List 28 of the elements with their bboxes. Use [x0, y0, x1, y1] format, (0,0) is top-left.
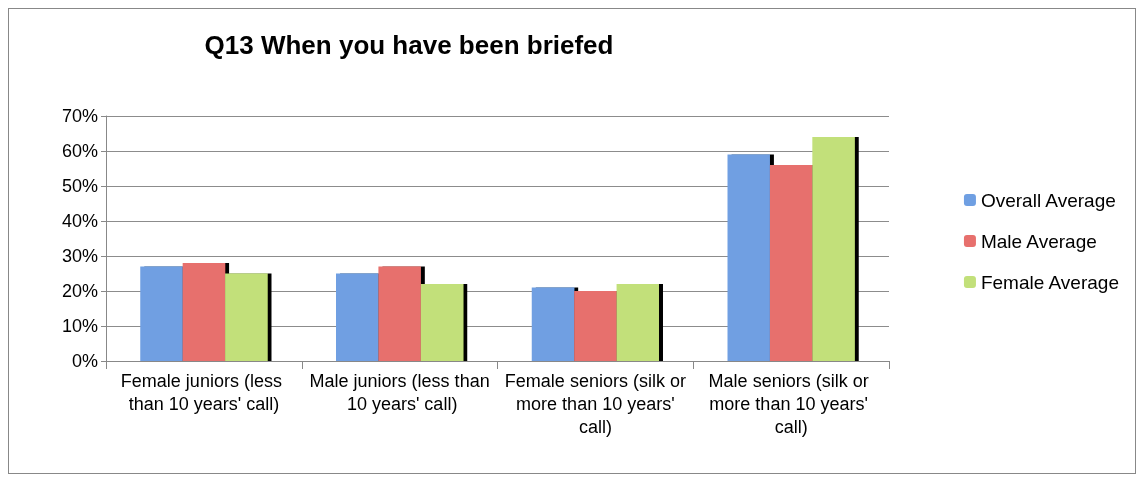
- y-tick-label: 20%: [61, 281, 98, 301]
- bar: [616, 284, 659, 361]
- y-tick-label: 10%: [61, 316, 98, 336]
- bar: [336, 273, 379, 361]
- y-tick-label: 30%: [61, 246, 98, 266]
- legend-label: Male Average: [980, 230, 1097, 252]
- x-tick-label: Male juniors (less than 10 years' call): [309, 370, 490, 414]
- x-tick-label: Male seniors (silk or more than 10 years' call): [708, 370, 874, 437]
- legend-label: Female Average: [980, 271, 1119, 293]
- y-tick-label: 70%: [61, 106, 98, 126]
- bar: [769, 165, 813, 361]
- bar: [225, 273, 268, 361]
- bar: [378, 266, 421, 361]
- bar: [420, 284, 464, 361]
- y-tick-label: 0%: [71, 351, 98, 371]
- bar: [727, 154, 770, 361]
- bar: [531, 287, 575, 361]
- y-tick-label: 40%: [61, 211, 98, 231]
- y-tick-label: 60%: [61, 141, 98, 161]
- bar: [812, 137, 855, 361]
- bar: [182, 263, 226, 361]
- bar: [140, 266, 183, 361]
- y-tick-label: 50%: [61, 176, 98, 196]
- bar: [574, 291, 617, 361]
- legend-label: Overall Average: [980, 189, 1116, 211]
- x-tick-label: Female seniors (silk or more than 10 years' call): [504, 370, 686, 437]
- chart-title: Q13 When you have been briefed: [204, 30, 614, 60]
- x-tick-label: Female juniors (less than 10 years' call): [120, 370, 287, 414]
